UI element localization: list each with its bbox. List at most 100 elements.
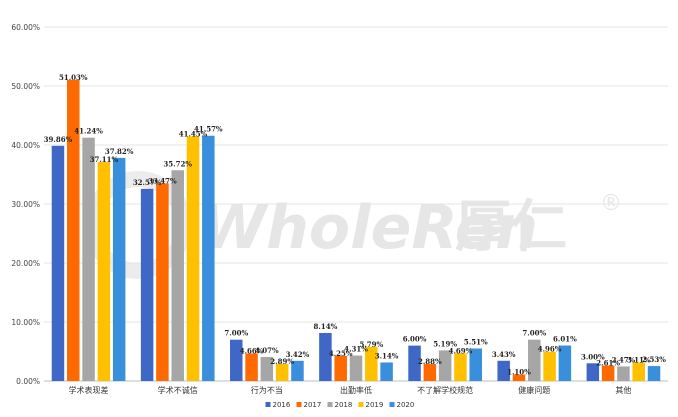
bar-2019 [186, 136, 200, 381]
bar-2016 [497, 360, 510, 381]
data-label: 4.07% [255, 346, 279, 355]
bar-2017 [156, 183, 169, 381]
bar-2019 [275, 363, 289, 381]
legend-label-2020: 2020 [397, 401, 415, 409]
data-label: 2.47% [612, 355, 636, 364]
data-label: 33.47% [148, 177, 177, 186]
y-tick-label: 20.00% [11, 259, 40, 268]
y-tick-label: 10.00% [11, 318, 40, 327]
bar-2016 [319, 332, 332, 381]
bar-2017 [423, 364, 437, 381]
data-label: 3.42% [286, 350, 310, 359]
legend-label-2017: 2017 [304, 401, 322, 409]
data-label: 4.96% [538, 345, 562, 354]
data-label: 4.69% [449, 346, 473, 355]
legend-label-2018: 2018 [335, 401, 353, 409]
bar-2019 [543, 351, 556, 381]
bar-2017 [601, 365, 615, 381]
data-label: 3.43% [492, 350, 516, 359]
data-label: 39.86% [44, 135, 73, 144]
x-category-label: 不了解学校规范 [417, 385, 473, 395]
data-label: 7.00% [522, 329, 546, 338]
data-labels: 39.86% 51.03% 41.24% 37.11%37.82% 32.57%33.4… [44, 73, 667, 377]
bar-2017 [245, 353, 258, 381]
data-label: 37.82% [105, 147, 134, 156]
bar-2018 [438, 350, 452, 381]
x-category-label: 出勤率低 [340, 385, 372, 395]
data-label: 32.57% [133, 178, 162, 187]
data-label: 41.45% [179, 129, 208, 138]
gridlines [44, 26, 668, 382]
bar-2020 [558, 345, 572, 381]
bar-2018 [260, 356, 274, 381]
data-label: 51.03% [59, 73, 88, 82]
data-label: 4.66% [240, 347, 264, 356]
bar-2016 [230, 339, 243, 381]
data-label: 2.89% [270, 357, 294, 366]
legend-swatch-2020 [389, 402, 395, 407]
data-label: 5.19% [433, 339, 457, 348]
bar-2020 [112, 157, 126, 381]
data-label: 2.61% [596, 359, 620, 368]
y-tick-label: 30.00% [11, 200, 40, 209]
watermark-brand-cn: 厚仁 [455, 195, 567, 260]
y-axis: 0.00% 10.00% 20.00% 30.00% 40.00% 50.00% 60.00… [11, 23, 40, 386]
data-label: 4.25% [329, 349, 353, 358]
bar-2016 [586, 363, 600, 381]
legend-swatch-2016 [265, 402, 271, 407]
data-label: 41.24% [74, 127, 103, 136]
bar-2017 [334, 355, 347, 381]
data-label: 2.53% [642, 355, 666, 364]
data-label: 7.00% [224, 329, 248, 338]
bar-2016 [140, 188, 154, 381]
data-label: 3.14% [375, 351, 399, 360]
x-category-label: 学术不诚信 [158, 385, 198, 395]
data-label: 35.72% [163, 159, 192, 168]
bar-2019 [454, 353, 467, 381]
y-tick-label: 40.00% [11, 141, 40, 150]
bar-2019 [97, 162, 111, 381]
bar-2018 [171, 170, 184, 381]
data-label: 8.14% [314, 322, 338, 331]
legend-label-2019: 2019 [366, 401, 384, 409]
y-tick-label: 60.00% [11, 23, 40, 32]
data-label: 6.00% [403, 335, 427, 344]
x-category-label: 其他 [615, 385, 631, 395]
data-label: 41.57% [194, 125, 223, 134]
data-label: 6.01% [553, 335, 577, 344]
x-category-label: 行为不当 [251, 385, 283, 395]
legend-label-2016: 2016 [273, 401, 291, 409]
bar-2018 [617, 366, 630, 381]
bar-2020 [291, 360, 304, 381]
watermark: WholeRen 厚仁 ® [84, 171, 622, 279]
data-label: 4.31% [344, 345, 368, 354]
legend-swatch-2018 [327, 402, 333, 407]
bar-2018 [82, 137, 95, 381]
x-category-label: 健康问题 [518, 385, 550, 395]
legend-swatch-2017 [296, 402, 302, 407]
data-label: 3.11% [627, 356, 651, 365]
bar-2017 [512, 374, 526, 381]
data-label: 2.88% [418, 357, 442, 366]
bar-2016 [51, 145, 65, 381]
bar-2016 [408, 345, 421, 381]
bar-2019 [365, 346, 378, 381]
bar-2018 [528, 339, 541, 381]
bar-2018 [349, 355, 363, 381]
bars [51, 79, 661, 381]
data-label: 3.00% [581, 352, 605, 361]
y-tick-label: 0.00% [16, 377, 40, 386]
watermark-brand: WholeRen [200, 193, 538, 263]
data-label: 5.79% [359, 340, 383, 349]
data-label: 1.10% [507, 368, 531, 377]
bar-2020 [469, 348, 482, 381]
y-tick-label: 50.00% [11, 82, 40, 91]
bar-2020 [647, 366, 661, 381]
legend-swatch-2019 [358, 402, 364, 407]
bar-2020 [202, 135, 215, 381]
bar-2020 [380, 362, 393, 381]
bar-2017 [67, 79, 80, 381]
x-axis: 学术表现差 学术不诚信 行为不当 出勤率低 不了解学校规范 健康问题 其他 [69, 385, 632, 395]
data-label: 5.51% [464, 337, 488, 346]
